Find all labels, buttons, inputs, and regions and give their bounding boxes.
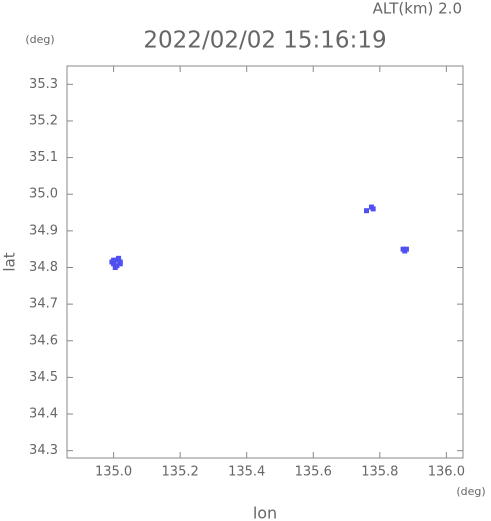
- y-tick-label: 35.3: [29, 77, 58, 92]
- y-tick-label: 34.8: [29, 260, 58, 275]
- y-tick-label: 35.2: [29, 113, 58, 128]
- y-tick-label: 34.5: [29, 370, 58, 385]
- x-tick-label: 136.0: [428, 465, 465, 480]
- y-tick-label: 34.3: [29, 443, 58, 458]
- altitude-annotation: ALT(km) 2.0: [373, 0, 462, 18]
- y-tick-label: 35.0: [29, 187, 58, 202]
- x-axis-label: lon: [253, 504, 277, 521]
- y-tick-label: 34.7: [29, 297, 58, 312]
- x-tick-label: 135.6: [295, 465, 332, 480]
- echo-point: [117, 259, 123, 265]
- echo-point: [112, 264, 118, 270]
- echo-point: [109, 259, 115, 265]
- echo-point: [116, 255, 122, 261]
- x-tick-label: 135.8: [361, 465, 398, 480]
- echo-point: [363, 208, 369, 214]
- y-axis-label: lat: [1, 252, 19, 271]
- chart-title: 2022/02/02 15:16:19: [143, 28, 386, 54]
- y-tick-label: 35.1: [29, 150, 58, 165]
- y-tick-label: 34.4: [29, 407, 58, 422]
- x-unit: (deg): [456, 485, 485, 498]
- plot-frame: [66, 65, 464, 459]
- x-tick-label: 135.0: [95, 465, 132, 480]
- echo-point: [402, 248, 408, 254]
- y-tick-label: 34.6: [29, 333, 58, 348]
- x-tick-label: 135.2: [162, 465, 199, 480]
- y-unit: (deg): [25, 33, 54, 46]
- y-tick-label: 34.9: [29, 223, 58, 238]
- x-tick-label: 135.4: [228, 465, 265, 480]
- echo-point: [368, 204, 374, 210]
